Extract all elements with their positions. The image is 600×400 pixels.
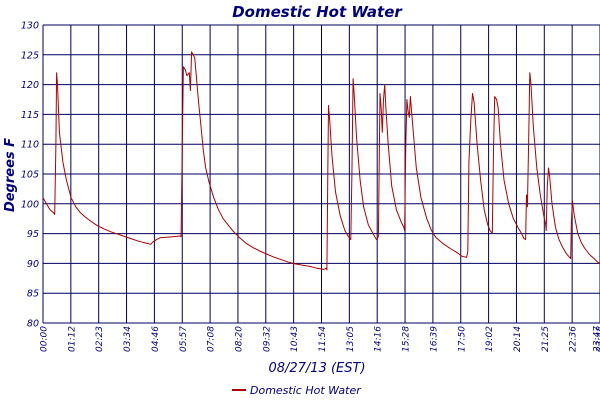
x-tick-label: 01:12 bbox=[67, 326, 77, 352]
x-tick-label: 10:43 bbox=[290, 326, 300, 352]
x-tick-label: 23:48 bbox=[596, 326, 600, 352]
x-tick-label: 23:47 bbox=[593, 326, 600, 352]
x-tick-label: 20:14 bbox=[513, 326, 523, 352]
grid-layer bbox=[42, 24, 600, 324]
x-tick-labels: 00:00 01:12 02:23 03:34 04:46 05:57 07:08 08:20… bbox=[40, 326, 600, 352]
x-tick-label: 09:32 bbox=[262, 326, 272, 352]
x-tick-label: 02:23 bbox=[95, 326, 105, 352]
y-tick-label: 95 bbox=[27, 229, 39, 240]
y-tick-label: 90 bbox=[27, 259, 39, 270]
y-tick-label: 80 bbox=[27, 319, 39, 330]
y-tick-label: 130 bbox=[21, 21, 39, 32]
legend: Domestic Hot Water bbox=[232, 384, 362, 397]
y-tick-label: 115 bbox=[21, 110, 39, 121]
chart-title: Domestic Hot Water bbox=[232, 3, 403, 21]
x-tick-label: 04:46 bbox=[151, 326, 161, 352]
y-tick-label: 85 bbox=[27, 289, 39, 300]
x-tick-label: 17:50 bbox=[457, 326, 467, 352]
y-tick-label: 105 bbox=[21, 170, 39, 181]
x-tick-label: 14:16 bbox=[374, 326, 384, 352]
x-tick-label: 13:05 bbox=[346, 326, 356, 352]
x-tick-label: 21:25 bbox=[541, 326, 551, 352]
x-tick-label: 07:08 bbox=[207, 326, 217, 352]
legend-label: Domestic Hot Water bbox=[250, 384, 362, 397]
x-tick-label: 15:28 bbox=[402, 326, 412, 352]
y-axis-label: Degrees F bbox=[3, 138, 18, 212]
x-tick-label: 08:20 bbox=[234, 326, 244, 352]
x-tick-label: 19:02 bbox=[485, 326, 495, 352]
x-tick-label: 03:34 bbox=[123, 326, 133, 352]
x-tick-label: 16:39 bbox=[429, 326, 439, 352]
x-axis-label: 08/27/13 (EST) bbox=[268, 361, 365, 376]
series-line-domestic-hot-water bbox=[42, 51, 600, 271]
x-tick-label: 05:57 bbox=[179, 326, 189, 352]
x-tick-label: 00:00 bbox=[40, 326, 50, 352]
y-tick-label: 100 bbox=[21, 199, 39, 210]
y-tick-labels: 80 85 90 95 100 105 110 115 120 125 130 bbox=[21, 21, 39, 330]
y-tick-label: 120 bbox=[21, 80, 39, 91]
x-tick-label: 22:36 bbox=[569, 326, 579, 352]
y-tick-label: 110 bbox=[21, 140, 39, 151]
x-tick-label: 11:54 bbox=[318, 326, 328, 352]
y-tick-label: 125 bbox=[21, 50, 39, 61]
